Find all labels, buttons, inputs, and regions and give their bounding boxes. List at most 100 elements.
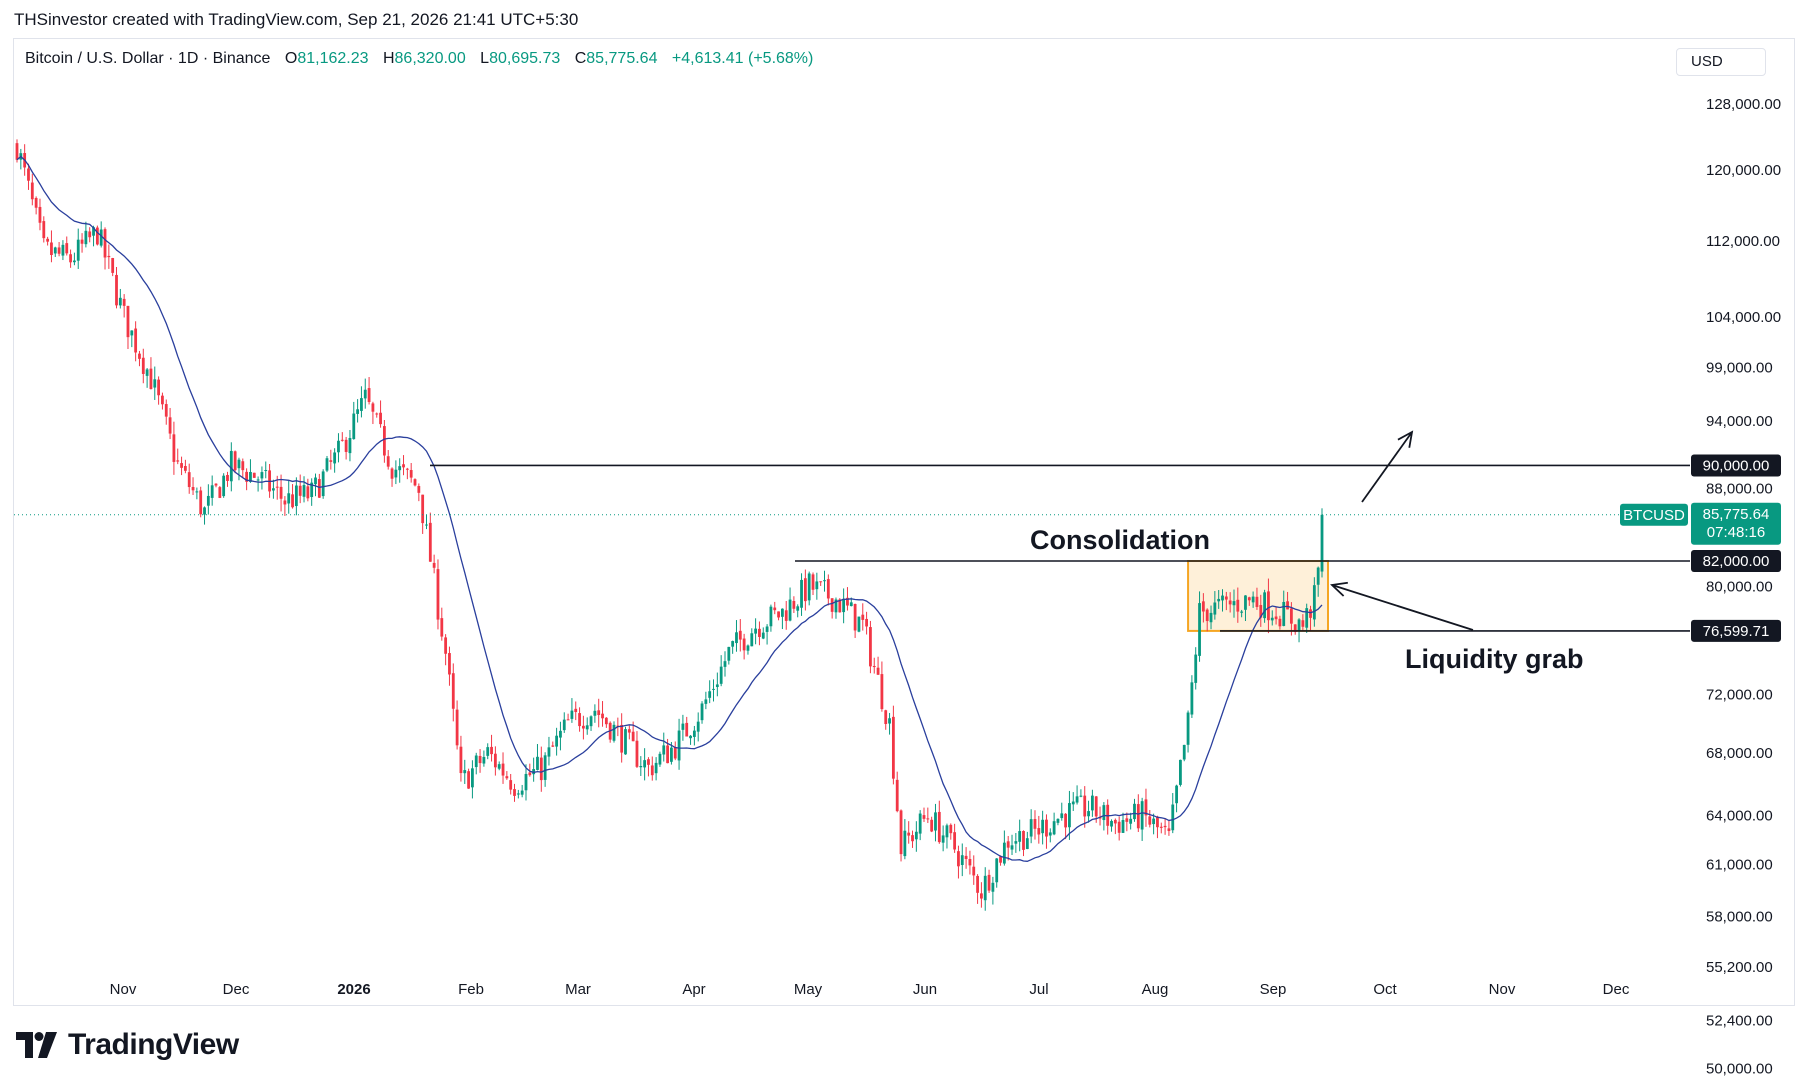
- candle-body: [1129, 818, 1133, 824]
- currency-selector[interactable]: USD: [1676, 48, 1766, 76]
- candle-body: [639, 765, 643, 768]
- candle-body: [612, 724, 616, 741]
- candle-body: [1117, 821, 1121, 833]
- candle-body: [428, 522, 432, 562]
- x-tick-label: Dec: [1603, 981, 1630, 998]
- candle-body: [566, 719, 570, 721]
- candle-body: [647, 759, 650, 765]
- candle-body: [1182, 744, 1186, 760]
- candle-body: [803, 578, 807, 602]
- brand-logo[interactable]: TradingView: [16, 1025, 239, 1065]
- candle-body: [310, 482, 314, 497]
- y-tick-label: 64,000.00: [1706, 807, 1773, 824]
- candle-body: [1270, 617, 1274, 621]
- candle-body: [666, 745, 669, 764]
- legend-high-label: H: [382, 50, 395, 67]
- liquidity-grab-arrow-head: [1330, 581, 1348, 597]
- candle-body: [1286, 601, 1289, 610]
- candle-body: [1083, 795, 1087, 817]
- candle-body: [1002, 842, 1006, 864]
- candle-body: [367, 388, 371, 403]
- candle-body: [53, 247, 57, 254]
- candle-body: [654, 762, 658, 774]
- y-tick-label: 61,000.00: [1706, 857, 1773, 874]
- candle-body: [478, 755, 482, 764]
- candle-body: [505, 776, 509, 779]
- y-tick-label: 94,000.00: [1706, 413, 1773, 430]
- legend-change: +4,613.41 (+5.68%): [671, 50, 814, 67]
- candle-body: [826, 579, 830, 599]
- x-tick-label: Nov: [1489, 981, 1516, 998]
- candle-body: [1010, 845, 1014, 850]
- candle-body: [122, 298, 126, 306]
- last-price-value: 85,775.64: [1703, 506, 1770, 523]
- candle-body: [95, 227, 99, 245]
- y-tick-label: 52,400.00: [1706, 1013, 1773, 1030]
- candle-body: [386, 456, 390, 467]
- candle-body: [283, 500, 287, 505]
- candle-body: [157, 379, 160, 396]
- last-price-tag: [1691, 502, 1781, 545]
- candle-body: [115, 274, 118, 306]
- candle-body: [838, 599, 842, 613]
- x-tick-label: Aug: [1142, 981, 1169, 998]
- candle-body: [1213, 602, 1217, 615]
- candle-body: [459, 746, 463, 774]
- candle-body: [218, 487, 222, 498]
- candle-body: [999, 856, 1002, 863]
- candle-body: [700, 703, 704, 721]
- candle-body: [432, 562, 436, 568]
- candle-body: [1221, 595, 1224, 601]
- liquidity-grab-arrow[interactable]: [1331, 584, 1474, 631]
- candle-body: [643, 760, 647, 768]
- y-tick-label: 50,000.00: [1706, 1061, 1773, 1078]
- legend-symbol[interactable]: Bitcoin / U.S. Dollar · 1D · Binance: [25, 50, 271, 67]
- candle-body: [581, 725, 585, 729]
- candle-body: [1064, 813, 1067, 828]
- tradingview-logo-icon: [16, 1032, 57, 1058]
- candle-body: [1102, 805, 1106, 821]
- candle-body: [149, 368, 153, 390]
- y-tick-label: 128,000.00: [1706, 96, 1781, 113]
- candle-body: [38, 206, 42, 223]
- candle-body: [84, 230, 88, 245]
- candle-body: [861, 614, 865, 620]
- candle-body: [781, 608, 784, 617]
- legend-open-label: O: [284, 50, 298, 67]
- x-tick-label: Feb: [458, 981, 484, 998]
- candle-body: [891, 716, 895, 779]
- candle-body: [513, 789, 516, 796]
- annotation-labels: Consolidation Liquidity grab: [1030, 430, 1584, 674]
- candle-body: [880, 674, 884, 710]
- candle-body: [1048, 832, 1052, 836]
- candle-body: [375, 413, 379, 415]
- x-tick-label: Dec: [223, 981, 250, 998]
- candle-body: [631, 731, 635, 742]
- candle-body: [1110, 820, 1113, 827]
- candle-body: [398, 466, 402, 471]
- candle-body: [497, 764, 501, 769]
- candle-body: [187, 472, 191, 488]
- candle-body: [363, 389, 367, 399]
- candle-body: [960, 855, 964, 865]
- candle-body: [444, 637, 448, 654]
- candle-body: [69, 254, 72, 263]
- candle-body: [957, 851, 960, 867]
- candle-body: [746, 645, 750, 651]
- candle-body: [229, 450, 233, 482]
- candle-body: [1159, 826, 1163, 828]
- candle-body: [1094, 796, 1098, 817]
- ma-line: [16, 155, 1323, 862]
- candle-body: [1263, 592, 1267, 619]
- candle-body: [164, 404, 168, 417]
- candle-body: [991, 882, 995, 892]
- candle-body: [1244, 595, 1247, 610]
- candle-body: [27, 168, 30, 181]
- candle-body: [440, 618, 444, 637]
- breakout-arrow[interactable]: [1361, 431, 1413, 503]
- candle-body: [681, 723, 685, 730]
- candle-body: [65, 243, 69, 254]
- legend-high-value: 86,320.00: [394, 50, 466, 67]
- candle-body: [42, 221, 46, 239]
